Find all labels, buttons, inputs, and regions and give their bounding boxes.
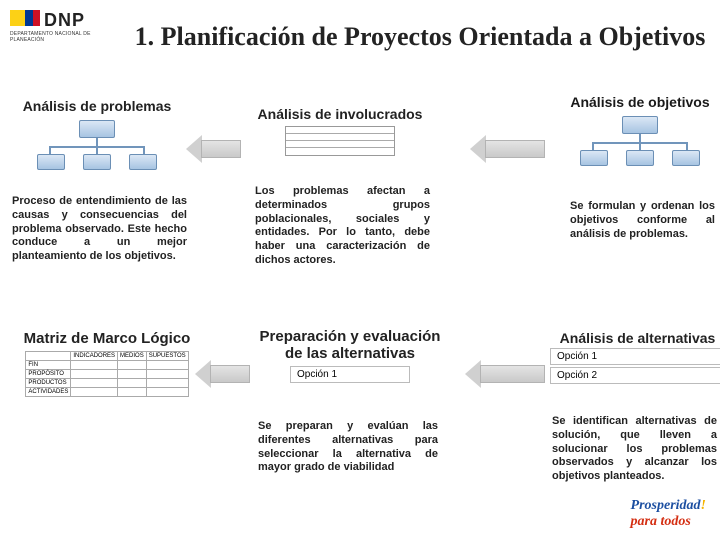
hierarchy-icon bbox=[37, 120, 157, 174]
heading-alternativas: Análisis de alternativas bbox=[550, 330, 720, 346]
matrix-table-icon: INDICADORESMEDIOSSUPUESTOS FIN PROPÓSITO… bbox=[25, 351, 188, 397]
logo: DNP DEPARTAMENTO NACIONAL DE PLANEACIÓN bbox=[10, 10, 125, 43]
slogan-word2: para todos bbox=[631, 514, 691, 529]
block-analisis-problemas: Análisis de problemas bbox=[12, 98, 182, 174]
heading-involucrados: Análisis de involucrados bbox=[240, 106, 440, 122]
body-involucrados: Los problemas afectan a determinados gru… bbox=[255, 185, 430, 268]
body-preparacion: Se preparan y evalúan las diferentes alt… bbox=[258, 420, 438, 475]
block-analisis-objetivos: Análisis de objetivos bbox=[550, 94, 720, 170]
footer-slogan: Prosperidad! para todos bbox=[631, 498, 706, 530]
option-row: Opción 1 bbox=[550, 348, 720, 365]
body-objetivos: Se formulan y ordenan los objetivos conf… bbox=[570, 200, 715, 241]
page-title: 1. Planificación de Proyectos Orientada … bbox=[130, 22, 710, 52]
option-row: Opción 1 bbox=[290, 366, 410, 383]
block-preparacion-evaluacion: Preparación y evaluación de las alternat… bbox=[255, 328, 445, 383]
flag-icon bbox=[10, 10, 40, 26]
slogan-word1: Prosperidad bbox=[631, 498, 701, 513]
block-analisis-alternativas: Análisis de alternativas Opción 1 Opción… bbox=[550, 330, 720, 384]
logo-abbr: DNP bbox=[44, 10, 85, 30]
body-alternativas: Se identifican alternativas de solución,… bbox=[552, 415, 717, 484]
logo-subtitle: DEPARTAMENTO NACIONAL DE PLANEACIÓN bbox=[10, 31, 125, 43]
heading-objetivos: Análisis de objetivos bbox=[550, 94, 720, 110]
block-analisis-involucrados: Análisis de involucrados bbox=[240, 106, 440, 156]
heading-problemas: Análisis de problemas bbox=[12, 98, 182, 114]
heading-matriz: Matriz de Marco Lógico bbox=[22, 330, 192, 347]
exclaim-icon: ! bbox=[701, 498, 706, 513]
heading-preparacion: Preparación y evaluación de las alternat… bbox=[255, 328, 445, 362]
hierarchy-icon bbox=[580, 116, 700, 170]
title-text: 1. Planificación de Proyectos Orientada … bbox=[135, 22, 706, 51]
block-matriz-marco-logico: Matriz de Marco Lógico INDICADORESMEDIOS… bbox=[22, 330, 192, 397]
body-problemas: Proceso de entendimiento de las causas y… bbox=[12, 195, 187, 264]
option-row: Opción 2 bbox=[550, 367, 720, 384]
table-icon bbox=[285, 126, 395, 156]
